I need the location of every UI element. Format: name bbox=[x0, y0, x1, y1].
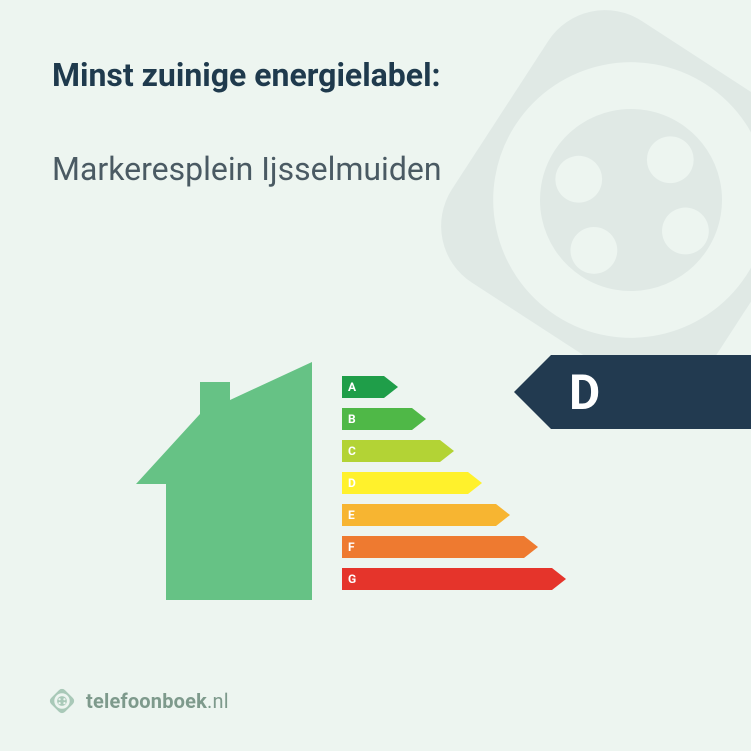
energy-bar-f: F bbox=[342, 532, 602, 562]
house-icon bbox=[136, 362, 338, 600]
page-title: Minst zuinige energielabel: bbox=[52, 56, 699, 94]
energy-bar-letter: D bbox=[348, 476, 356, 490]
footer-brand-light: .nl bbox=[207, 689, 229, 713]
energy-bar-tip bbox=[412, 408, 426, 430]
footer: telefoonboek.nl bbox=[48, 687, 229, 715]
energy-bar-e: E bbox=[342, 500, 602, 530]
energy-bar-d: D bbox=[342, 468, 602, 498]
energy-bar-letter: C bbox=[348, 444, 356, 458]
energy-bar-tip bbox=[440, 440, 454, 462]
energy-bar-tip bbox=[468, 472, 482, 494]
energy-bar-letter: B bbox=[348, 412, 356, 426]
energy-bar-body bbox=[342, 472, 468, 494]
energy-bar-tip bbox=[384, 376, 398, 398]
footer-logo-icon bbox=[48, 687, 76, 715]
energy-bar-g: G bbox=[342, 564, 602, 594]
rating-badge-value: D bbox=[551, 355, 751, 429]
energy-bar-letter: A bbox=[348, 380, 356, 394]
rating-badge-arrow bbox=[514, 355, 551, 429]
energy-bar-letter: E bbox=[348, 508, 355, 522]
energy-bar-c: C bbox=[342, 436, 602, 466]
energy-bar-letter: G bbox=[348, 572, 356, 586]
footer-brand-bold: telefoonboek bbox=[86, 689, 207, 713]
page-subtitle: Markeresplein Ijsselmuiden bbox=[52, 150, 699, 188]
energy-bar-body bbox=[342, 440, 440, 462]
energy-bar-body bbox=[342, 568, 552, 590]
energy-bar-body bbox=[342, 536, 524, 558]
energy-bar-letter: F bbox=[348, 540, 355, 554]
energy-bar-body bbox=[342, 504, 496, 526]
energy-bar-tip bbox=[524, 536, 538, 558]
rating-badge: D bbox=[514, 355, 751, 429]
energy-bar-tip bbox=[552, 568, 566, 590]
energy-bar-tip bbox=[496, 504, 510, 526]
footer-brand: telefoonboek.nl bbox=[86, 689, 229, 713]
